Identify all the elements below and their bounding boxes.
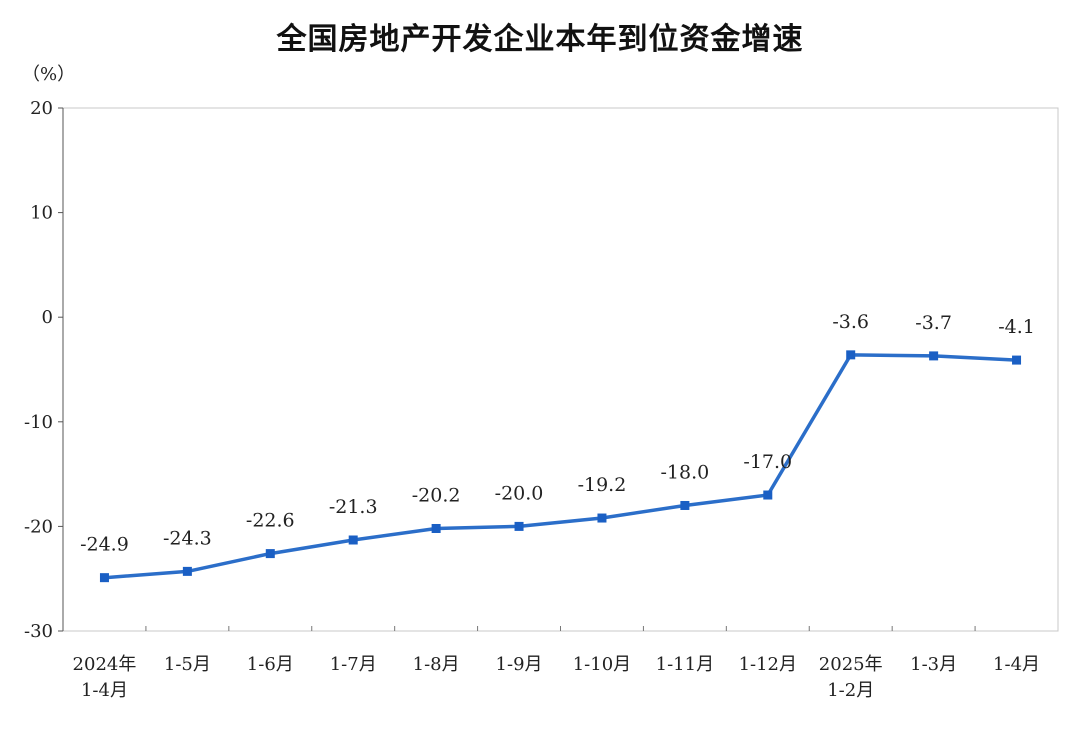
data-label: -24.3 [163,527,212,549]
series-line [104,353,1017,580]
y-tick-label: -30 [24,621,53,642]
y-tick-label: -20 [24,516,53,537]
y-axis-unit: （%） [22,64,76,85]
data-label: -20.0 [495,482,544,504]
data-point [680,500,690,510]
x-tick-label: 1-5月 [164,654,211,675]
x-tick-label: 1-12月 [739,654,797,675]
chart-title: 全国房地产开发企业本年到位资金增速 [276,22,804,57]
plot-frame [62,107,1059,632]
x-tick-label: 2025年 [819,654,883,675]
data-label: -20.2 [412,484,461,506]
x-tick-label: 1-9月 [496,654,543,675]
data-label: -18.0 [661,461,710,483]
x-tick-label: 1-11月 [656,654,714,675]
data-point [348,535,358,545]
y-tick-label: 10 [30,203,53,224]
y-tick-label: 20 [30,98,53,119]
data-label: -24.9 [80,534,129,556]
x-tick-label: 1-4月 [993,654,1040,675]
data-label: -17.0 [743,451,792,473]
data-point [265,549,275,559]
x-tick-label: 1-7月 [330,654,377,675]
data-label: -21.3 [329,496,378,518]
data-label: -4.1 [998,316,1035,338]
data-point [597,513,607,523]
data-point [763,490,773,500]
x-tick-label: 1-3月 [910,654,957,675]
data-label: -3.6 [832,311,869,333]
y-tick-label: 0 [42,307,53,328]
x-tick-label: 1-10月 [573,654,631,675]
data-label: -3.7 [915,312,952,334]
data-point [846,350,856,360]
y-tick-label: -10 [24,412,53,433]
data-point [431,523,441,533]
data-point [99,573,109,583]
x-tick-label: 2024年 [73,654,137,675]
data-label: -22.6 [246,510,295,532]
data-point [929,351,939,361]
data-point [514,521,524,531]
data-label: -19.2 [578,474,627,496]
x-tick-label: 1-2月 [827,680,874,701]
x-tick-label: 1-6月 [247,654,294,675]
x-tick-label: 1-4月 [81,680,128,701]
data-point [1012,355,1022,365]
x-tick-label: 1-8月 [413,654,460,675]
data-point [182,566,192,576]
